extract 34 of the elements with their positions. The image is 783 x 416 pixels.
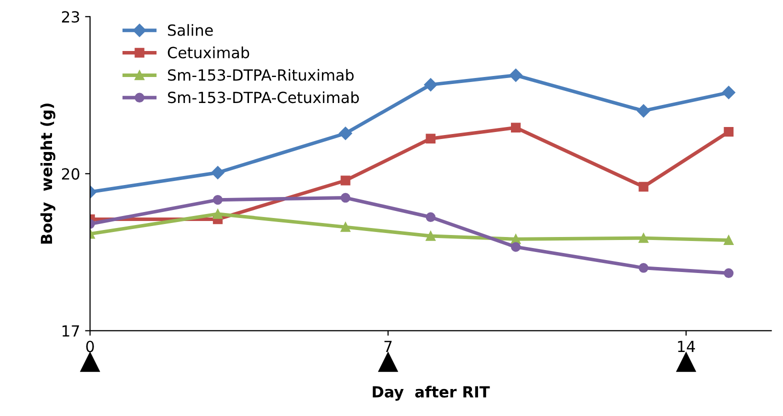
point (212, 194, 223, 205)
point (426, 134, 436, 144)
point (338, 126, 352, 140)
point (510, 242, 521, 252)
x-tick-label: 0 (86, 340, 94, 352)
point (636, 104, 650, 118)
point (724, 268, 734, 278)
point (424, 78, 438, 92)
point (510, 122, 521, 132)
point (722, 86, 736, 100)
legend-label: Sm-153-DTPA-Rituximab (168, 68, 354, 81)
point (340, 192, 350, 203)
point (426, 212, 436, 222)
y-tick-label: 20 (62, 168, 80, 180)
point (509, 68, 522, 82)
point (426, 231, 436, 241)
point (638, 263, 648, 273)
legend-label: Cetuximab (168, 46, 250, 58)
point (724, 235, 734, 246)
x-tick-label: 7 (384, 340, 392, 352)
y-tick-label: 17 (62, 325, 80, 337)
y-tick-label: 23 (62, 11, 80, 23)
point (724, 126, 734, 137)
x-axis-title: Day after RIT (372, 386, 490, 401)
point (638, 182, 648, 192)
legend-label: Saline (168, 24, 213, 36)
point (211, 166, 224, 180)
y-axis-title: Body weight (g) (40, 104, 56, 244)
point (340, 176, 350, 186)
point (638, 233, 648, 243)
point (212, 209, 223, 219)
point (340, 222, 350, 232)
x-tick-label: 14 (678, 340, 695, 352)
legend-label: Sm-153-DTPA-Cetuximab (168, 91, 359, 104)
